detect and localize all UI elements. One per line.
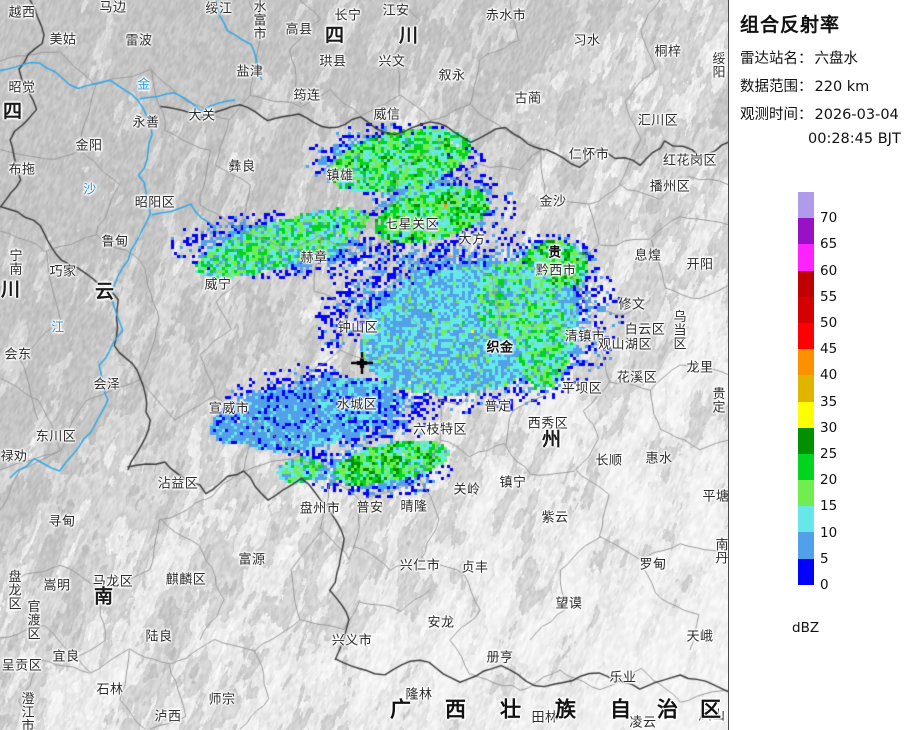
colorbar: 70 65 60 55 50 45 40 35 30 25 20 15 10 5 0 <box>798 192 898 593</box>
colorbar-tick: 65 <box>820 236 838 253</box>
colorbar-tick: 45 <box>820 341 838 358</box>
time-date-value: 2026-03-04 <box>814 107 899 123</box>
station-label: 雷达站名： <box>740 51 813 67</box>
colorbar-band <box>798 558 814 585</box>
info-row-station: 雷达站名： 六盘水 <box>740 47 920 68</box>
range-label: 数据范围： <box>740 79 813 95</box>
colorbar-tick: 15 <box>820 498 838 515</box>
colorbar-band <box>798 296 814 323</box>
colorbar-band <box>798 322 814 350</box>
colorbar-tick: 35 <box>820 393 838 410</box>
colorbar-band <box>798 192 814 219</box>
page-title: 组合反射率 <box>740 14 841 36</box>
product-info-block: 组合反射率 雷达站名： 六盘水 数据范围： 220 km 观测时间： 2026-… <box>736 6 920 147</box>
colorbar-tick: 40 <box>820 367 838 384</box>
colorbar-band <box>798 453 814 481</box>
colorbar-gradient <box>798 192 814 585</box>
colorbar-band <box>798 244 814 271</box>
colorbar-tick: 25 <box>820 446 838 462</box>
colorbar-tick: 20 <box>820 472 838 489</box>
colorbar-band <box>798 218 814 245</box>
colorbar-unit-label: dBZ <box>792 620 820 636</box>
colorbar-tick: 70 <box>820 210 838 227</box>
colorbar-tick: 50 <box>820 315 838 331</box>
colorbar-band <box>798 532 814 559</box>
colorbar-tick: 55 <box>820 288 838 305</box>
info-row-range: 数据范围： 220 km <box>740 75 920 96</box>
colorbar-band <box>798 349 814 376</box>
time-label: 观测时间： <box>740 107 813 123</box>
colorbar-band <box>798 375 814 402</box>
colorbar-tick: 10 <box>820 524 838 541</box>
time-clock-value: 00:28:45 BJT <box>808 131 901 147</box>
colorbar-tick: 0 <box>820 577 829 593</box>
station-value: 六盘水 <box>814 51 859 67</box>
colorbar-band <box>798 401 814 428</box>
info-row-time: 观测时间： 2026-03-04 <box>740 103 920 124</box>
range-value: 220 km <box>814 79 870 95</box>
colorbar-tick: 5 <box>820 550 829 567</box>
colorbar-tick: 60 <box>820 262 838 279</box>
info-side-panel: 组合反射率 雷达站名： 六盘水 数据范围： 220 km 观测时间： 2026-… <box>730 0 920 730</box>
colorbar-band <box>798 270 814 297</box>
boundary-vector-layer <box>0 0 728 730</box>
colorbar-band <box>798 427 814 454</box>
colorbar-band <box>798 506 814 533</box>
colorbar-band <box>798 480 814 507</box>
colorbar-tick: 30 <box>820 419 838 436</box>
colorbar-tick-labels: 70 65 60 55 50 45 40 35 30 25 20 15 10 5 0 <box>820 192 890 593</box>
radar-map-panel[interactable]: 越西 马边 绥江 水富市 高县 长宁 江安 赤水市 美姑 雷波四川习水 桐梓 绥阳 盐津 珙县 兴文 叙永 昭觉… <box>0 0 729 730</box>
